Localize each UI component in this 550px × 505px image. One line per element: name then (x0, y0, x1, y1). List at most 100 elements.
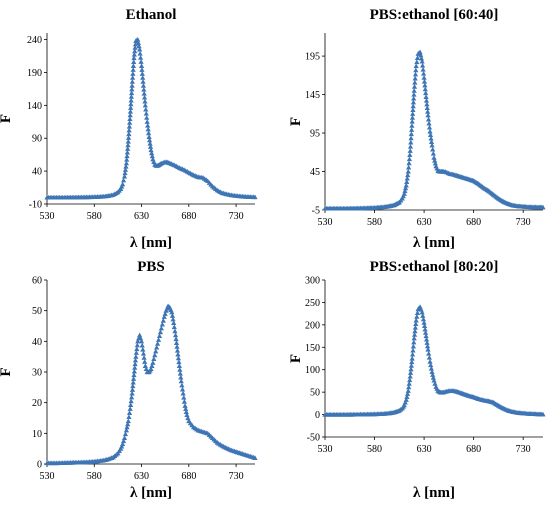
data-point (184, 412, 190, 418)
data-point (126, 414, 132, 420)
data-point (129, 83, 135, 88)
data-point (426, 124, 433, 130)
data-point (134, 346, 140, 352)
y-tick-label: 50 (310, 388, 320, 399)
data-point (127, 406, 133, 411)
x-tick-label: 530 (318, 444, 333, 455)
data-point (149, 153, 155, 159)
chart-panel-pbs-ethanol-80-20: PBS:ethanol [80:20] 530 580 630 680 730 -50 0 50… (288, 259, 546, 501)
data-point (148, 366, 154, 372)
data-point (404, 175, 410, 181)
data-point (406, 381, 412, 386)
data-point (406, 156, 413, 162)
y-tick-label: 40 (32, 337, 42, 348)
data-point (132, 365, 138, 370)
data-point (122, 431, 129, 437)
data-point (132, 48, 138, 54)
data-point (426, 120, 432, 126)
data-point (135, 338, 141, 344)
data-point (138, 63, 145, 68)
data-point (540, 411, 546, 417)
data-point (149, 363, 155, 368)
chart-title: PBS:ethanol [80:20] (370, 259, 499, 275)
data-point (126, 410, 133, 415)
data-point (128, 97, 134, 103)
data-point (128, 101, 134, 107)
data-point (430, 150, 436, 156)
data-point (147, 144, 154, 149)
data-point (158, 325, 164, 331)
data-point (131, 51, 137, 57)
data-point (129, 390, 135, 396)
data-point (423, 90, 429, 96)
data-point (421, 78, 428, 84)
y-tick-label: -5 (312, 206, 320, 217)
x-tick-label: 730 (229, 471, 244, 482)
y-axis-label: F (0, 367, 14, 376)
y-axis-label: F (288, 354, 304, 363)
x-tick-label: 680 (466, 444, 481, 455)
data-point (120, 181, 126, 187)
data-point (421, 323, 428, 329)
y-tick-label: 0 (315, 410, 320, 421)
data-point (178, 374, 184, 380)
data-point (125, 146, 131, 151)
data-point (411, 84, 418, 89)
data-point (428, 139, 435, 144)
x-tick-label: 630 (417, 217, 432, 228)
data-point (146, 137, 153, 143)
data-point (127, 112, 133, 118)
data-point (124, 424, 130, 430)
data-point (183, 406, 189, 411)
data-point (120, 177, 127, 183)
chart-panel-pbs-ethanol-60-40: PBS:ethanol [60:40] 530 580 630 680 730 -5 45 95… (288, 7, 546, 251)
data-point (159, 321, 165, 327)
data-point (176, 363, 182, 368)
data-point (174, 347, 181, 353)
data-point (412, 79, 418, 85)
data-point (430, 375, 436, 380)
data-point (420, 316, 427, 322)
data-point (428, 365, 434, 371)
data-point (178, 378, 184, 384)
data-point (124, 153, 130, 159)
data-point (175, 351, 181, 357)
data-point (183, 409, 189, 414)
data-point (155, 337, 162, 342)
data-point (407, 377, 413, 383)
data-point (140, 79, 146, 84)
data-point (140, 351, 147, 356)
data-point (414, 310, 421, 315)
data-point (125, 142, 131, 148)
data-point (427, 132, 434, 138)
chart-title: Ethanol (126, 7, 177, 23)
data-point (160, 318, 166, 323)
y-tick-label: 20 (32, 398, 42, 409)
data-point (150, 360, 156, 365)
data-point (421, 320, 427, 325)
data-point (144, 119, 150, 124)
data-point (411, 332, 418, 337)
data-point (176, 359, 182, 365)
data-point (422, 326, 428, 332)
data-point (403, 397, 409, 402)
data-point (130, 67, 136, 72)
y-axis-label: F (0, 114, 14, 123)
data-point (129, 79, 135, 84)
data-point (402, 185, 409, 191)
data-point (125, 135, 132, 140)
y-tick-label: 60 (32, 276, 42, 287)
data-point (413, 317, 419, 323)
data-point (174, 344, 180, 349)
y-axis-label: F (288, 117, 304, 126)
data-point (142, 102, 148, 108)
y-tick-label: 240 (27, 35, 42, 46)
data-point (127, 108, 134, 114)
data-point (161, 314, 167, 319)
x-tick-label: 680 (181, 471, 196, 482)
x-tick-label: 580 (367, 444, 382, 455)
data-point (126, 131, 132, 137)
data-point (419, 58, 425, 64)
data-point (404, 394, 410, 399)
